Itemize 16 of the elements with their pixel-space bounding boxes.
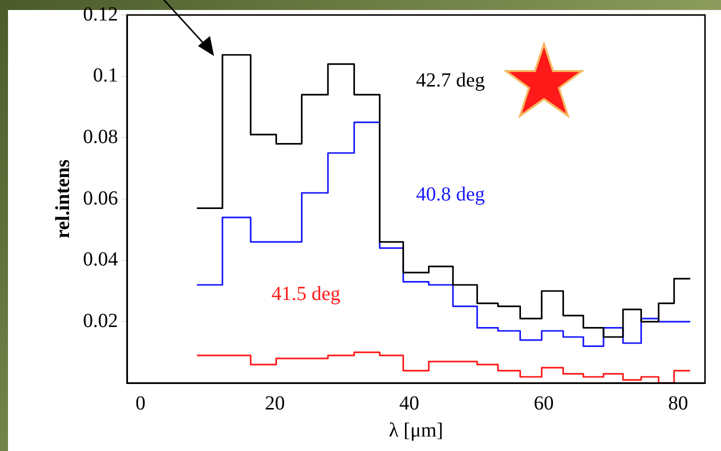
y-tick-label: 0.08	[83, 126, 118, 148]
y-axis-title: rel.intens	[52, 159, 74, 239]
y-tick-label: 0.06	[83, 187, 118, 210]
x-tick-label: 80	[668, 392, 688, 414]
x-tick-label: 40	[399, 392, 420, 414]
y-tick-label: 0.04	[83, 248, 118, 271]
text: 41.5 deg	[272, 282, 340, 305]
x-tick-label: 60	[534, 392, 554, 414]
series-label: 40.8 deg	[416, 184, 485, 206]
series-label: 42.7 deg	[416, 69, 485, 92]
x-axis-title: λ [μm]	[388, 419, 444, 442]
y-tick-label: 0.1	[93, 64, 118, 87]
y-tick-label: 0.02	[83, 310, 118, 332]
x-tick-label: 0	[135, 392, 146, 414]
x-tick-label: 20	[264, 392, 285, 414]
y-tick-label: 0.12	[83, 3, 118, 26]
